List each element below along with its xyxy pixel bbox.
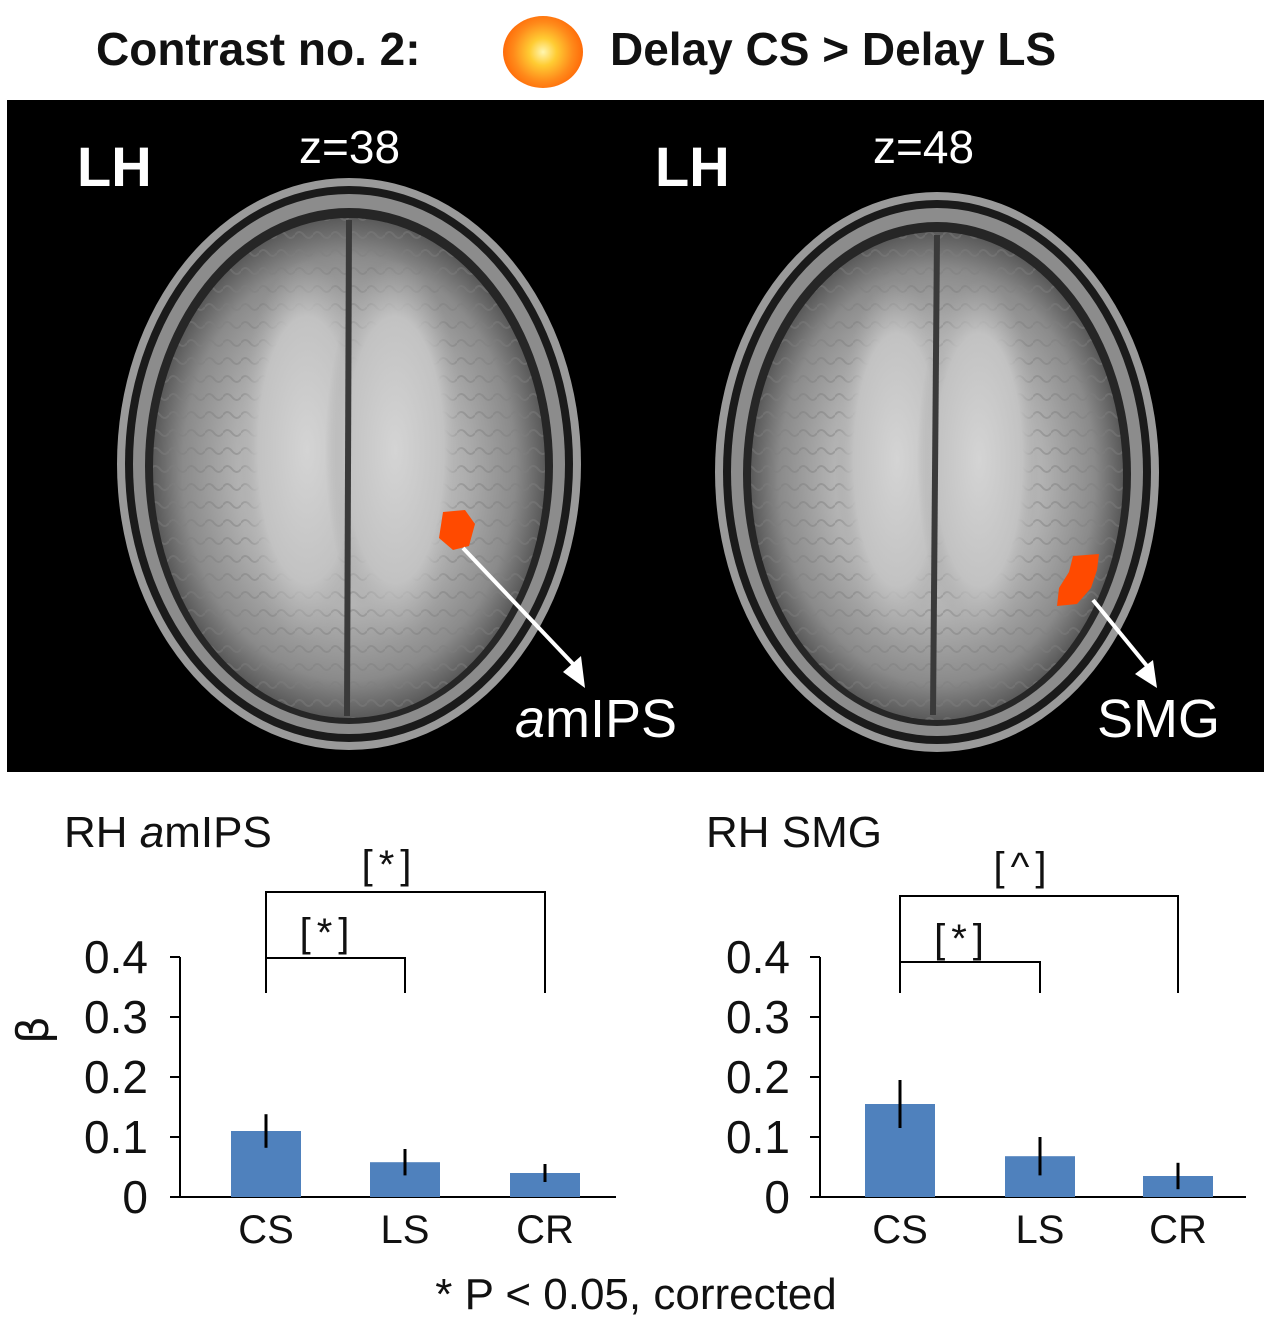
chart2-category-label-cs: CS (872, 1208, 928, 1252)
chart-title-amips-rest: mIPS (164, 808, 272, 857)
chart1-comparison-bracket (265, 957, 406, 993)
brain-slice-z48 (715, 192, 1159, 752)
activation-cluster-amips (439, 510, 475, 550)
chart-title-amips: RH amIPS (64, 808, 272, 858)
chart2-ytick-label: 0.2 (726, 1051, 790, 1103)
chart-title-amips-italic: a (139, 808, 165, 857)
brain-slices-panel: LH z=38 LH z=48 amIPS SMG (7, 100, 1264, 772)
chart2-category-label-ls: LS (1016, 1208, 1065, 1252)
chart2-ytick-label: 0.4 (726, 931, 790, 983)
figure-header: Contrast no. 2: Delay CS > Delay LS (0, 14, 1272, 88)
chart-title-smg: RH SMG (706, 808, 882, 857)
chart1-ytick-label: 0.3 (84, 991, 148, 1043)
chart1-significance-label: [*] (300, 911, 356, 955)
chart1-comparison-bracket (265, 891, 546, 993)
activation-color-key (503, 16, 583, 88)
arrow-head-amips (563, 656, 585, 688)
chart2-ytick-label: 0.3 (726, 991, 790, 1043)
hemisphere-label-right: LH (655, 135, 730, 198)
chart2-comparison-bracket (899, 961, 1041, 993)
contrast-label: Contrast no. 2: (96, 23, 421, 75)
significance-footnote: * P < 0.05, corrected (435, 1270, 837, 1319)
roi-label-amips-rest: mIPS (545, 689, 678, 749)
chart1-category-label-cr: CR (516, 1208, 574, 1252)
slice-z-label-left: z=38 (299, 121, 401, 173)
brain-slices-image (117, 178, 1159, 752)
activation-cluster-smg (1057, 554, 1099, 606)
arrow-head-smg (1135, 660, 1157, 688)
chart1-ytick-label: 0.1 (84, 1111, 148, 1163)
chart1-category-label-cs: CS (238, 1208, 294, 1252)
chart1-y-axis-label: β (8, 1016, 59, 1044)
chart2-ytick-label: 0 (764, 1171, 790, 1223)
roi-label-smg: SMG (1097, 689, 1221, 749)
chart1-significance-label: [*] (362, 843, 418, 887)
chart1-ytick-label: 0.4 (84, 931, 148, 983)
chart2-category-label-cr: CR (1149, 1208, 1207, 1252)
roi-label-amips: amIPS (515, 688, 677, 750)
brain-slice-z38 (117, 178, 585, 750)
chart1-category-label-ls: LS (381, 1208, 430, 1252)
contrast-description: Delay CS > Delay LS (610, 23, 1057, 75)
chart1-ytick-label: 0.2 (84, 1051, 148, 1103)
hemisphere-label-left: LH (77, 135, 152, 198)
chart2-significance-label: [^] (994, 845, 1053, 889)
chart1-ytick-label: 0 (122, 1171, 148, 1223)
chart2-significance-label: [*] (934, 917, 990, 961)
chart2-comparison-bracket (899, 895, 1179, 993)
chart2-ytick-label: 0.1 (726, 1111, 790, 1163)
roi-label-amips-italic: a (515, 689, 546, 749)
slice-z-label-right: z=48 (873, 121, 975, 173)
chart-title-amips-prefix: RH (64, 808, 140, 857)
